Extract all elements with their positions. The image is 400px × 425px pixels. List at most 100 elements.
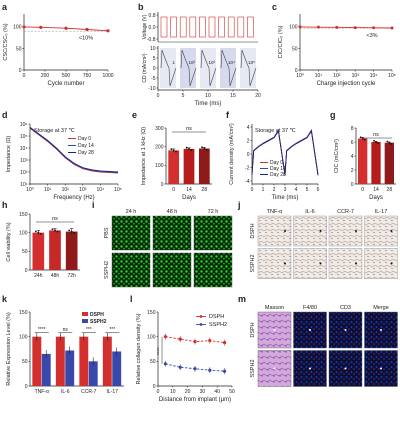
g-x-tick-label: 0 (361, 187, 364, 193)
panel-label-l: l (130, 294, 133, 304)
j-marker-arrow (390, 230, 393, 232)
j-ihc-image (257, 248, 292, 279)
b-voltage-pulse (189, 16, 197, 38)
b-xlabel: Time (ms) (195, 101, 222, 107)
i-col-label: 48 h (167, 209, 178, 215)
j-ihc-image (364, 215, 398, 247)
c-x-tick-label: 10⁵ (388, 73, 396, 79)
d-x-tick-label: 10⁰ (26, 187, 34, 193)
a-point (106, 29, 110, 33)
l-x-tick-label: 0 (157, 389, 160, 395)
m-marker (273, 367, 276, 370)
m-marker (309, 367, 311, 370)
g-ns-label: ns (373, 132, 379, 138)
f-ylabel: Current density (mA/cm²) (229, 123, 235, 185)
h-y-tick-label: 100 (19, 230, 28, 236)
h-x-tick-label: 48h (51, 273, 60, 279)
g-bar (358, 138, 368, 184)
d-ylabel: Impedance (Ω) (6, 136, 12, 173)
d-series-1 (29, 127, 119, 173)
j-col-label: CCR-7 (337, 209, 354, 215)
panel-label-c: c (272, 2, 277, 12)
d-legend-label: Day 0 (78, 136, 91, 142)
j-ihc-image (328, 215, 363, 247)
h-data-dot (68, 229, 71, 232)
j-col-label: IL-6 (305, 209, 314, 215)
m-col-label: CD3 (340, 305, 351, 311)
h-data-dot (73, 231, 76, 234)
panel-label-k: k (2, 294, 8, 304)
c-x-tick-label: 10² (333, 73, 341, 79)
a-point (64, 26, 68, 30)
b-cycle-band (220, 48, 236, 88)
g-data-dot (388, 141, 391, 144)
panel-label-h: h (2, 200, 8, 210)
j-row-label: DSPH (250, 223, 256, 238)
f-y-tick-label: 4 (247, 125, 250, 131)
h-bar (65, 231, 78, 270)
j-ihc-image (293, 215, 327, 247)
g-data-dot (373, 139, 375, 142)
k-bar-SSPH2 (88, 361, 98, 386)
a-point (39, 25, 43, 29)
g-y-tick-label: 8 (351, 126, 354, 132)
b-x-tick-label: 20 (255, 93, 261, 99)
f-y-tick-label: -2 (245, 165, 250, 171)
k-bar-SSPH2 (112, 351, 122, 386)
f-series-2 (251, 129, 319, 175)
k-x-tick-label: TNF-α (35, 389, 49, 395)
d-x-tick-label: 10² (62, 187, 70, 193)
d-x-tick-label: 10⁵ (114, 187, 122, 193)
g-x-tick-label: 14 (373, 187, 379, 193)
m-row-label: DSPH (250, 322, 256, 337)
h-data-dot (56, 230, 59, 233)
k-legend-swatch (82, 319, 88, 323)
d-y-tick-label: 10⁶ (20, 122, 28, 128)
k-bar-DSPH (55, 336, 65, 386)
b-cycle-label: 10⁵ (248, 60, 255, 65)
panel-label-f: f (226, 110, 230, 120)
c-point (372, 26, 376, 30)
j-marker-arrow (390, 262, 393, 265)
e-x-tick-label: 28 (202, 187, 208, 193)
g-data-dot (377, 142, 379, 145)
g-data-dot (390, 143, 393, 145)
h-data-dot (54, 229, 56, 232)
g-y-tick-label: 6 (351, 140, 354, 146)
g-data-dot (359, 136, 362, 139)
l-x-tick-label: 10 (170, 389, 176, 395)
i-fluorescence-image (193, 252, 233, 288)
m-row-label: SSPH2 (250, 359, 256, 377)
h-data-dot (34, 230, 37, 233)
k-sig-label: ns (63, 327, 69, 333)
k-y-tick-label: 50 (22, 359, 28, 365)
b-cycle-band (180, 48, 196, 88)
c-x-tick-label: 10¹ (315, 73, 323, 79)
a-y-tick-label: 100 (13, 25, 22, 31)
b-ylabel-top: Voltage (V) (142, 14, 148, 39)
c-series-line (299, 26, 393, 29)
b-top-y-tick-label: 0.8 (149, 13, 156, 19)
e-data-dot (190, 149, 193, 152)
j-ihc-image (293, 248, 327, 279)
i-row-label: PBS (104, 227, 110, 238)
d-y-tick-label: 10² (20, 170, 28, 176)
f-y-tick-label: 2 (247, 138, 250, 144)
f-y-tick-label: 0 (247, 152, 250, 158)
a-point (85, 27, 89, 32)
e-data-dot (188, 148, 190, 150)
d-y-tick-label: 10¹ (20, 182, 28, 188)
b-top-y-tick-label: 0.0 (149, 25, 156, 31)
c-point (316, 25, 320, 29)
k-y-tick-label: 150 (19, 310, 28, 316)
h-ylabel: Cell viability (%) (6, 222, 12, 261)
c-annotation: <3% (366, 33, 377, 39)
d-y-tick-label: 10³ (20, 158, 28, 164)
b-current-trace (200, 49, 217, 87)
e-y-tick-label: 100 (155, 163, 164, 169)
b-x-tick-label: 15 (230, 93, 236, 99)
f-x-tick-label: 3 (284, 187, 287, 193)
c-point (353, 26, 357, 30)
f-x-tick-label: 2 (273, 187, 276, 193)
b-bot-y-tick-label: -5 (151, 76, 156, 82)
